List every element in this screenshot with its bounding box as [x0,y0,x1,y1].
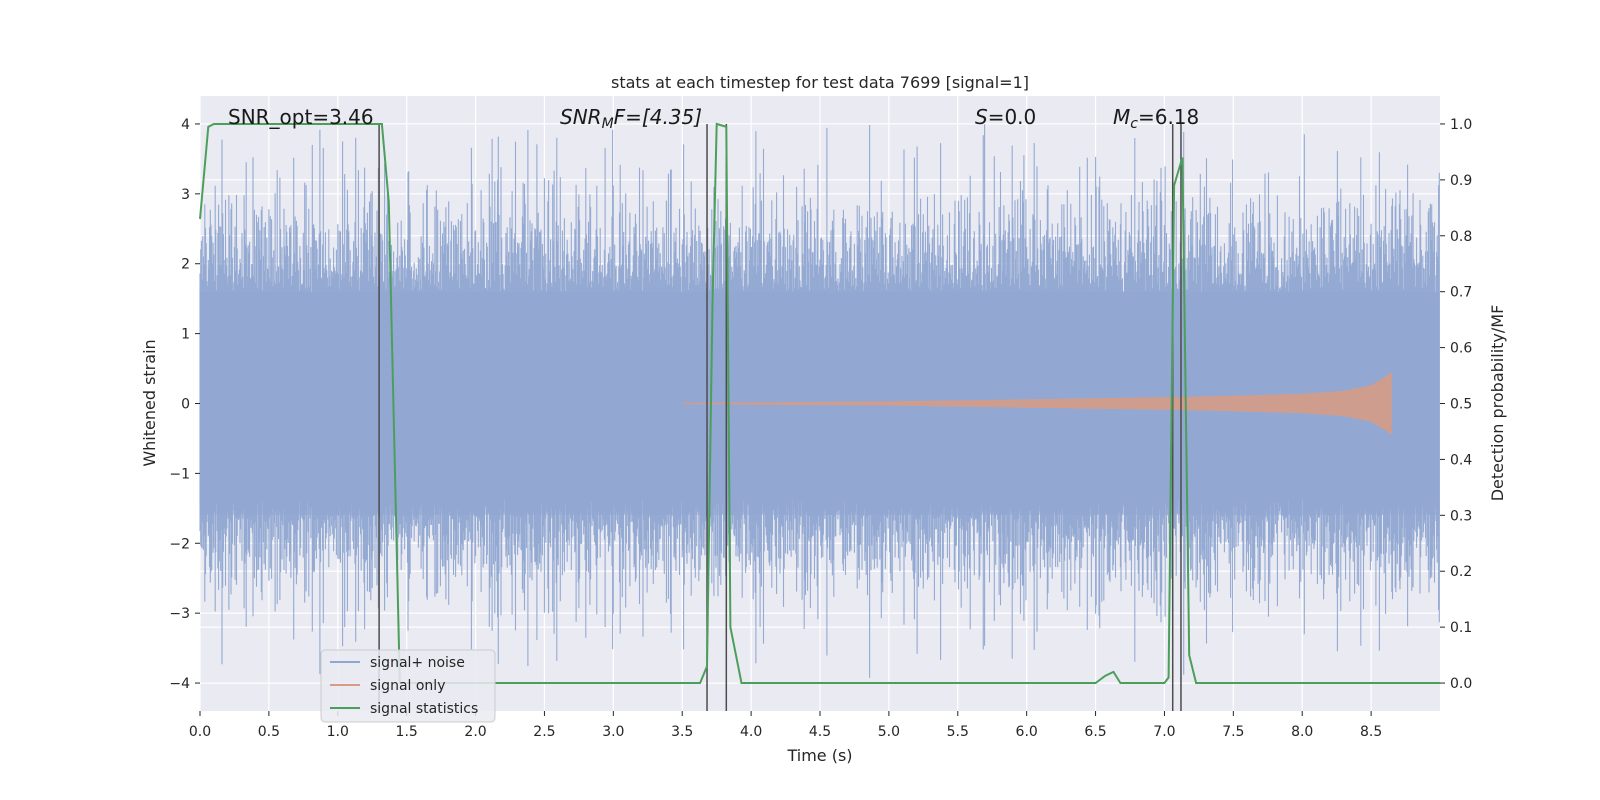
y-tick-label: −4 [169,676,190,692]
series-signal-only [682,372,1392,435]
chart-title: stats at each timestep for test data 769… [611,73,1029,92]
x-axis: 0.0 0.5 1.0 1.5 2.0 2.5 3.0 3.5 4.0 4.5 5.0 5.5 6.0 6… [189,711,1382,740]
y2-tick-label: 0.6 [1450,341,1472,357]
legend-label-signal-noise: signal+ noise [370,655,465,671]
x-tick-label: 5.0 [878,724,900,740]
legend: signal+ noise signal only signal statist… [320,649,496,723]
x-tick-label: 7.0 [1153,724,1175,740]
x-tick-label: 4.0 [740,724,762,740]
x-tick-label: 3.5 [671,724,693,740]
y2-tick-label: 0.9 [1450,173,1472,189]
y2-tick-label: 0.0 [1450,676,1472,692]
y-axis-right: 1.0 0.9 0.8 0.7 0.6 0.5 0.4 0.3 0.2 0.1 0.0 [1440,117,1472,692]
x-tick-label: 6.0 [1016,724,1038,740]
y2-tick-label: 0.8 [1450,229,1472,245]
x-tick-label: 1.0 [327,724,349,740]
statistics-line [199,122,1440,684]
y-axis-title: Whitened strain [140,339,159,466]
legend-box [320,649,496,723]
annotation-s: S=0.0 [975,105,1036,129]
y2-tick-label: 1.0 [1450,117,1472,133]
x-tick-label: 8.5 [1360,724,1382,740]
y2-tick-label: 0.5 [1450,397,1472,413]
x-axis-title: Time (s) [786,746,852,765]
x-tick-label: 4.5 [809,724,831,740]
y-tick-label: −3 [169,606,190,622]
x-tick-label: 0.0 [189,724,211,740]
x-tick-label: 1.5 [396,724,418,740]
y2-tick-label: 0.2 [1450,564,1472,580]
y-tick-label: 2 [181,257,190,273]
y-tick-label: 4 [181,117,190,133]
y2-tick-label: 0.1 [1450,620,1472,636]
legend-label-signal-only: signal only [370,678,445,694]
x-tick-label: 6.5 [1084,724,1106,740]
y-axis-left: 4 3 2 1 0 −1 −2 −3 −4 [169,117,200,692]
x-tick-label: 2.0 [464,724,486,740]
x-tick-label: 0.5 [258,724,280,740]
annotation-snr-mf: SNRMF=[4.35] [560,105,702,132]
x-tick-label: 8.0 [1291,724,1313,740]
y2-tick-label: 0.4 [1450,452,1472,468]
annotation-snr-opt: SNR_opt=3.46 [228,105,374,129]
y-tick-label: −1 [169,466,190,482]
x-tick-label: 5.5 [947,724,969,740]
annotation-mc: Mc=6.18 [1113,105,1199,132]
y-tick-label: −2 [169,536,190,552]
y-tick-label: 3 [181,187,190,203]
y2-axis-title: Detection probability/MF [1488,305,1507,502]
x-tick-label: 2.5 [533,724,555,740]
series-signal-statistics [199,122,1440,684]
y-tick-label: 1 [181,327,190,343]
y2-tick-label: 0.7 [1450,285,1472,301]
y2-tick-label: 0.3 [1450,508,1472,524]
chirp-envelope [682,372,1392,435]
x-tick-label: 3.0 [602,724,624,740]
legend-label-signal-statistics: signal statistics [370,701,478,717]
x-tick-label: 7.5 [1222,724,1244,740]
y-tick-label: 0 [181,397,190,413]
